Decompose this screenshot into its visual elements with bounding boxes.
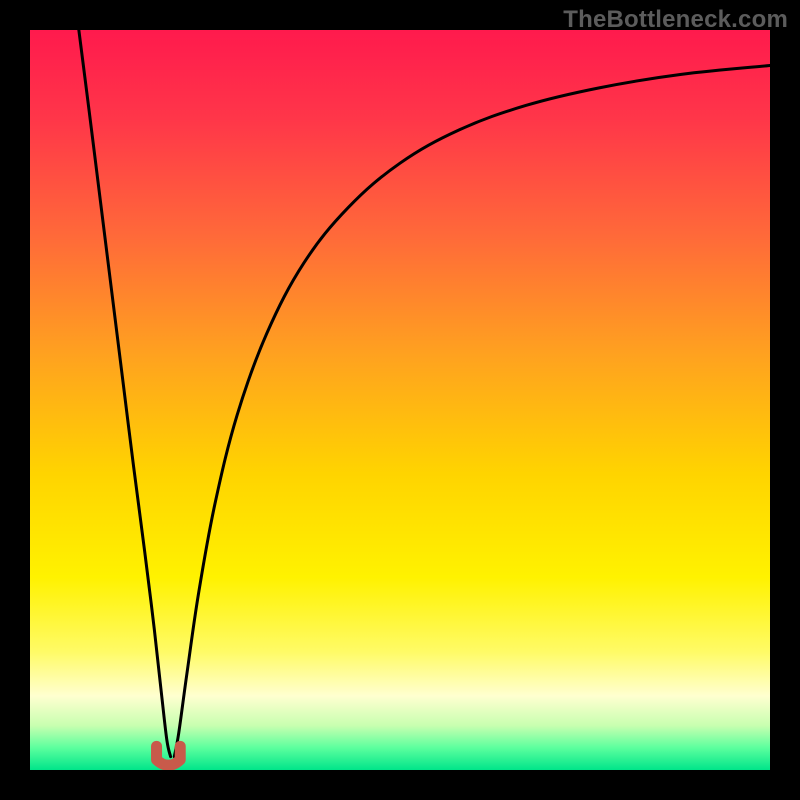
- chart-gradient-background: [30, 30, 770, 770]
- watermark-text: TheBottleneck.com: [563, 6, 788, 34]
- chart-container: TheBottleneck.com: [0, 0, 800, 800]
- bottleneck-chart-svg: [0, 0, 800, 800]
